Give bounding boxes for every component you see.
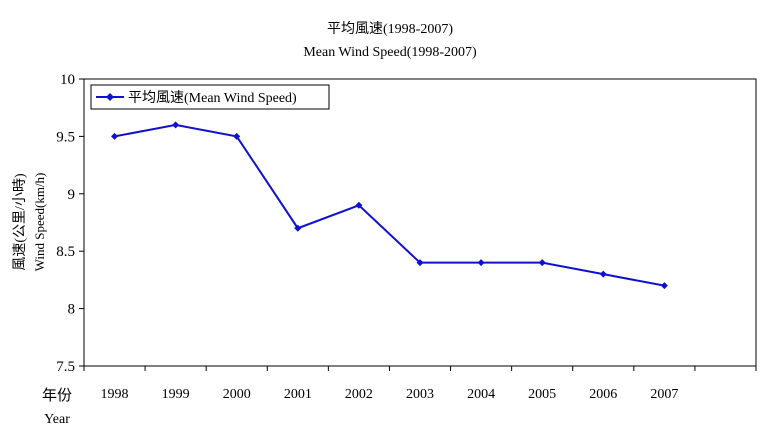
x-tick-label: 1999 [162, 387, 190, 402]
y-tick-label: 10 [60, 72, 75, 88]
data-point [660, 282, 668, 290]
y-axis-title-zh: 風速(公里/小時) [12, 173, 28, 271]
series-group [111, 121, 668, 290]
x-tick-label: 2001 [284, 387, 312, 402]
x-tick-label: 2005 [528, 387, 556, 402]
data-point [416, 259, 424, 267]
series-line [114, 123, 665, 287]
legend-box [90, 84, 330, 110]
chart-title: 平均風速(1998-2007) [327, 21, 453, 37]
chart-subtitle: Mean Wind Speed(1998-2007) [303, 45, 477, 60]
y-axis-title: 風速(公里/小時) Wind Speed(km/h) [12, 173, 47, 272]
x-tick-label: 2000 [223, 387, 251, 402]
legend: 平均風速(Mean Wind Speed) [90, 84, 330, 110]
y-tick-label: 7.5 [56, 359, 75, 375]
y-axis: 10 9.5 9 8.5 8 7.5 [56, 72, 84, 375]
legend-marker [106, 93, 114, 101]
plot-area [83, 78, 757, 367]
x-tick-label: 1998 [101, 387, 129, 402]
x-axis-title-zh: 年份 [42, 387, 72, 404]
data-point [111, 132, 119, 140]
x-tick-label: 2004 [467, 387, 495, 402]
x-tick-label: 2007 [650, 387, 678, 402]
y-tick-label: 8.5 [56, 244, 75, 260]
data-point [355, 201, 363, 209]
x-tick-label: 2003 [406, 387, 434, 402]
data-point [233, 132, 241, 140]
y-tick-label: 9.5 [56, 129, 75, 145]
data-point [599, 270, 607, 278]
data-point [477, 259, 485, 267]
x-axis: 1998 1999 2000 2001 2002 2003 2004 2005 2006 2007 [83, 366, 757, 402]
data-point [172, 121, 180, 129]
y-tick-label: 8 [68, 302, 76, 318]
data-point [538, 259, 546, 267]
x-tick-label: 2006 [589, 387, 617, 402]
x-axis-title-en: Year [44, 412, 70, 427]
y-axis-title-en: Wind Speed(km/h) [32, 173, 47, 272]
legend-label: 平均風速(Mean Wind Speed) [128, 90, 297, 106]
data-point [294, 224, 302, 232]
x-tick-label: 2002 [345, 387, 373, 402]
y-tick-label: 9 [68, 187, 76, 203]
